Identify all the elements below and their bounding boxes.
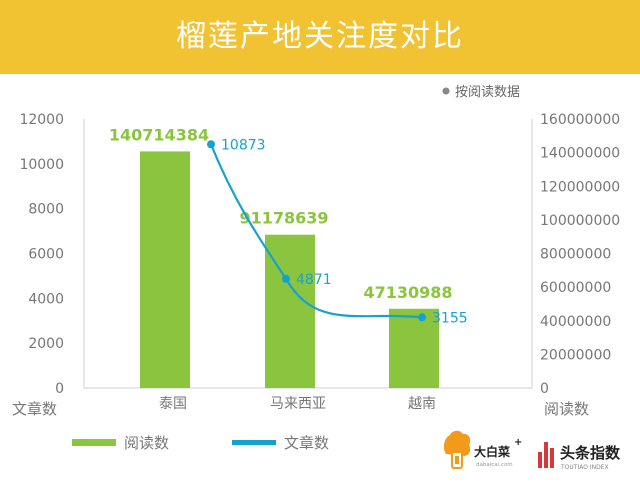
line-value-label: 10873 xyxy=(221,137,266,153)
cabbage-icon xyxy=(443,430,471,469)
toutiao-sub: TOUTIAO INDEX xyxy=(560,464,609,471)
right-tick-label: 0 xyxy=(540,381,549,397)
right-tick-label: 160000000 xyxy=(540,112,620,128)
right-tick-label: 80000000 xyxy=(540,247,611,263)
bar-value-label: 91178639 xyxy=(239,209,328,228)
bar-series: 140714384 91178639 47130988 xyxy=(109,125,453,388)
title-banner: 榴莲产地关注度对比 xyxy=(0,0,640,74)
right-tick-label: 40000000 xyxy=(540,314,611,330)
left-axis-label: 文章数 xyxy=(12,400,57,418)
left-tick-label: 12000 xyxy=(19,112,64,128)
line-value-label: 3155 xyxy=(432,310,468,326)
line-value-label: 4871 xyxy=(296,272,332,288)
left-tick-label: 10000 xyxy=(19,157,64,173)
line-point xyxy=(207,140,215,149)
bar xyxy=(140,151,190,388)
legend-swatch-bar xyxy=(72,439,116,446)
note-dot xyxy=(442,87,450,95)
category-label: 泰国 xyxy=(159,396,187,412)
category-label: 越南 xyxy=(408,396,436,412)
note-text: 按阅读数据 xyxy=(455,85,520,100)
legend-label-line: 文章数 xyxy=(284,434,329,452)
right-tick-label: 140000000 xyxy=(540,146,620,162)
line-point xyxy=(418,313,426,322)
combo-chart: 0 2000 4000 6000 8000 10000 12000 0 20000000 400… xyxy=(12,85,620,452)
right-tick-label: 120000000 xyxy=(540,179,620,195)
left-tick-label: 2000 xyxy=(28,336,64,352)
category-labels: 泰国 马来西亚 越南 xyxy=(159,396,436,412)
bar-chart-icon xyxy=(538,442,554,468)
line-point xyxy=(282,274,290,283)
chart-title: 榴莲产地关注度对比 xyxy=(176,19,464,54)
category-label: 马来西亚 xyxy=(270,396,326,412)
legend-swatch-line xyxy=(232,440,276,445)
right-tick-label: 60000000 xyxy=(540,280,611,296)
left-tick-label: 0 xyxy=(55,381,64,397)
legend-label-bar: 阅读数 xyxy=(124,434,169,452)
left-tick-label: 4000 xyxy=(28,291,64,307)
bar-value-label: 140714384 xyxy=(109,125,209,144)
left-axis-ticks: 0 2000 4000 6000 8000 10000 12000 xyxy=(19,112,64,397)
right-axis-label: 阅读数 xyxy=(544,400,589,418)
legend: 阅读数 文章数 xyxy=(72,434,329,452)
left-tick-label: 8000 xyxy=(28,202,64,218)
bar xyxy=(389,308,439,388)
dabaicai-plus: + xyxy=(514,437,522,448)
toutiao-logo: 头条指数 TOUTIAO INDEX xyxy=(532,430,638,476)
dabaicai-logo: 大白菜 + dabaicai.com xyxy=(440,426,530,476)
right-axis-ticks: 0 20000000 40000000 60000000 80000000 1000000… xyxy=(540,112,620,397)
toutiao-name: 头条指数 xyxy=(560,444,621,462)
bar-value-label: 47130988 xyxy=(363,283,452,302)
left-tick-label: 6000 xyxy=(28,247,64,263)
right-tick-label: 100000000 xyxy=(540,213,620,229)
right-tick-label: 20000000 xyxy=(540,347,611,363)
line-series: 10873 4871 3155 xyxy=(207,137,468,326)
dabaicai-name: 大白菜 xyxy=(474,444,510,459)
dabaicai-sub: dabaicai.com xyxy=(476,462,513,468)
